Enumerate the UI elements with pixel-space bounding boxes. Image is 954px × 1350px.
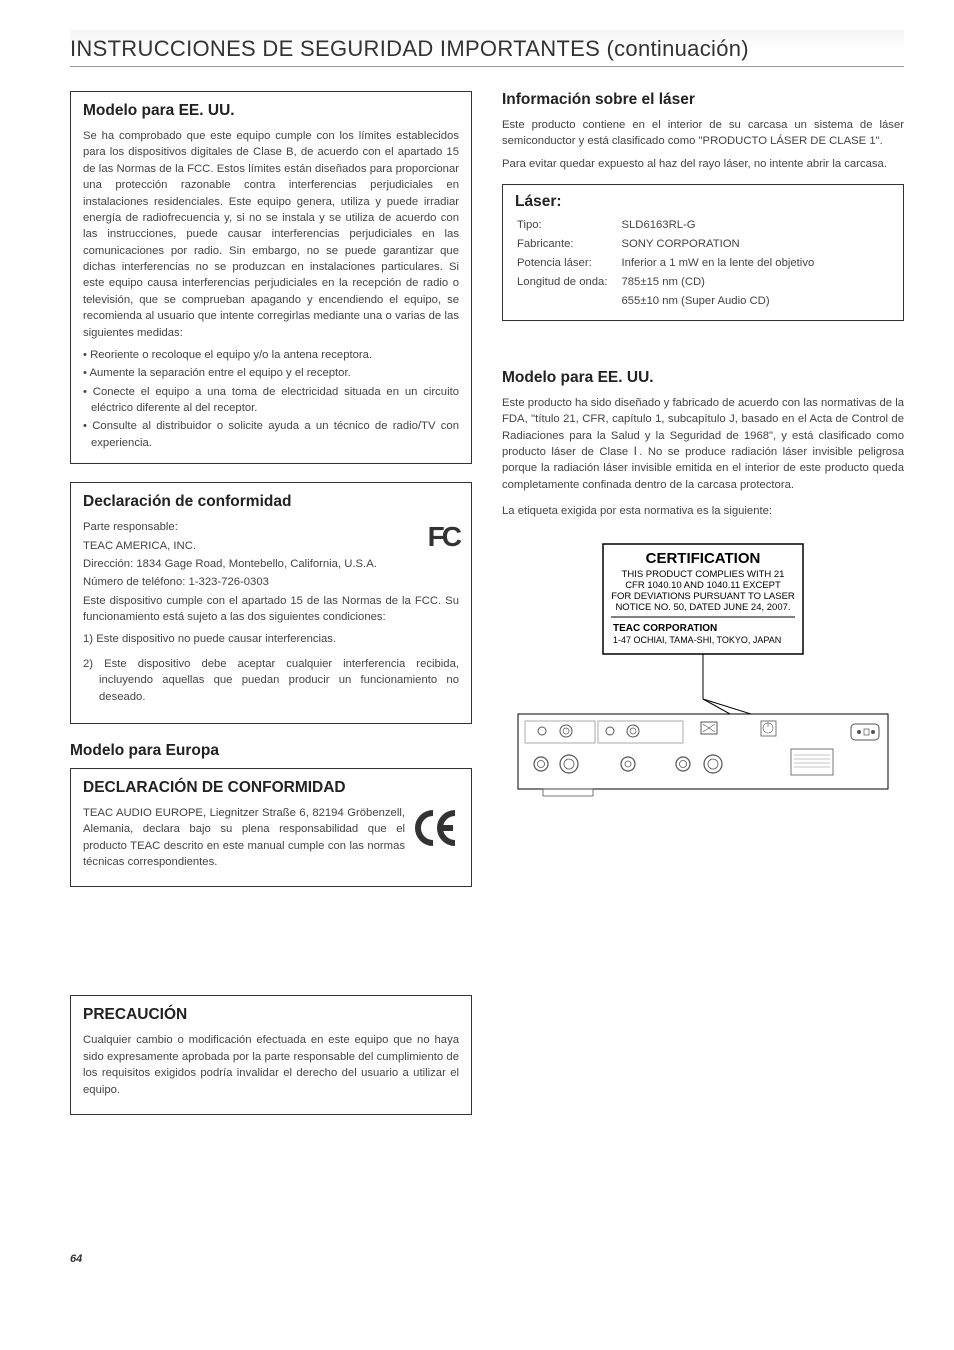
usa-bullets: Reoriente o recoloque el equipo y/o la a… <box>83 347 459 451</box>
conformity-party-label: Parte responsable: <box>83 519 418 535</box>
laser-spec-heading: Láser: <box>515 193 891 211</box>
conformity-box: Declaración de conformidad Parte respons… <box>70 482 472 724</box>
cert-line: THIS PRODUCT COMPLIES WITH 21 <box>622 569 785 580</box>
table-row: Tipo: SLD6163RL-G <box>517 217 814 234</box>
list-item: Conecte el equipo a una toma de electric… <box>83 384 459 417</box>
conformity-heading: Declaración de conformidad <box>83 493 459 511</box>
spec-value: SLD6163RL-G <box>621 217 814 234</box>
cert-line: FOR DEVIATIONS PURSUANT TO LASER <box>611 591 795 602</box>
page-title: INSTRUCCIONES DE SEGURIDAD IMPORTANTES (… <box>70 36 904 62</box>
europe-body: TEAC AUDIO EUROPE, Liegnitzer Straße 6, … <box>83 805 405 871</box>
fc-logo-icon: FC <box>428 519 459 553</box>
spec-label: Longitud de onda: <box>517 274 619 291</box>
laser-info-heading: Información sobre el láser <box>502 91 904 109</box>
cert-addr: 1-47 OCHIAI, TAMA-SHI, TOKYO, JAPAN <box>613 635 781 645</box>
europe-heading: Modelo para Europa <box>70 742 472 760</box>
spec-value: Inferior a 1 mW en la lente del objetivo <box>621 255 814 272</box>
laser-info-p2: Para evitar quedar expuesto al haz del r… <box>502 156 904 172</box>
cert-line: CFR 1040.10 AND 1040.11 EXCEPT <box>625 580 781 591</box>
cert-line: NOTICE NO. 50, DATED JUNE 24, 2007. <box>615 602 790 613</box>
usa2-p2: La etiqueta exigida por esta normativa e… <box>502 503 904 519</box>
list-item: Aumente la separación entre el equipo y … <box>83 365 459 381</box>
precaucion-body: Cualquier cambio o modificación efectuad… <box>83 1032 459 1098</box>
conformity-phone: Número de teléfono: 1-323-726-0303 <box>83 574 459 590</box>
certification-figure: CERTIFICATION THIS PRODUCT COMPLIES WITH… <box>502 539 904 799</box>
usa2-heading: Modelo para EE. UU. <box>502 369 904 387</box>
usa-body: Se ha comprobado que este equipo cumple … <box>83 128 459 341</box>
spec-label <box>517 293 619 310</box>
spec-label: Fabricante: <box>517 236 619 253</box>
usa-fcc-box: Modelo para EE. UU. Se ha comprobado que… <box>70 91 472 464</box>
table-row: Longitud de onda: 785±15 nm (CD) <box>517 274 814 291</box>
page-number: 64 <box>70 1253 904 1265</box>
spec-value: SONY CORPORATION <box>621 236 814 253</box>
conformity-company: TEAC AMERICA, INC. <box>83 538 418 554</box>
laser-spec-table: Tipo: SLD6163RL-G Fabricante: SONY CORPO… <box>515 215 816 312</box>
conformity-list: Este dispositivo no puede causar interfe… <box>83 631 459 705</box>
spec-label: Potencia láser: <box>517 255 619 272</box>
table-row: 655±10 nm (Super Audio CD) <box>517 293 814 310</box>
spec-label: Tipo: <box>517 217 619 234</box>
ce-mark-icon <box>415 805 459 853</box>
table-row: Fabricante: SONY CORPORATION <box>517 236 814 253</box>
laser-spec-box: Láser: Tipo: SLD6163RL-G Fabricante: SON… <box>502 184 904 321</box>
conformity-address: Dirección: 1834 Gage Road, Montebello, C… <box>83 556 418 572</box>
usa2-p1: Este producto ha sido diseñado y fabrica… <box>502 395 904 493</box>
right-column: Información sobre el láser Este producto… <box>502 91 904 1133</box>
laser-info-p1: Este producto contiene en el interior de… <box>502 117 904 150</box>
page-header: INSTRUCCIONES DE SEGURIDAD IMPORTANTES (… <box>70 30 904 67</box>
cert-title: CERTIFICATION <box>646 550 761 567</box>
precaucion-box: PRECAUCIÓN Cualquier cambio o modificaci… <box>70 995 472 1115</box>
list-item: Este dispositivo no puede causar interfe… <box>83 631 459 647</box>
precaucion-heading: PRECAUCIÓN <box>83 1006 459 1024</box>
list-item: Este dispositivo debe aceptar cualquier … <box>83 656 459 705</box>
spec-value: 785±15 nm (CD) <box>621 274 814 291</box>
table-row: Potencia láser: Inferior a 1 mW en la le… <box>517 255 814 272</box>
usa-heading: Modelo para EE. UU. <box>83 102 459 120</box>
left-column: Modelo para EE. UU. Se ha comprobado que… <box>70 91 472 1133</box>
europe-box: DECLARACIÓN DE CONFORMIDAD TEAC AUDIO EU… <box>70 768 472 888</box>
europe-sub-heading: DECLARACIÓN DE CONFORMIDAD <box>83 779 459 797</box>
conformity-statement: Este dispositivo cumple con el apartado … <box>83 593 459 626</box>
spec-value: 655±10 nm (Super Audio CD) <box>621 293 814 310</box>
cert-corp: TEAC CORPORATION <box>613 623 717 634</box>
list-item: Consulte al distribuidor o solicite ayud… <box>83 418 459 451</box>
list-item: Reoriente o recoloque el equipo y/o la a… <box>83 347 459 363</box>
